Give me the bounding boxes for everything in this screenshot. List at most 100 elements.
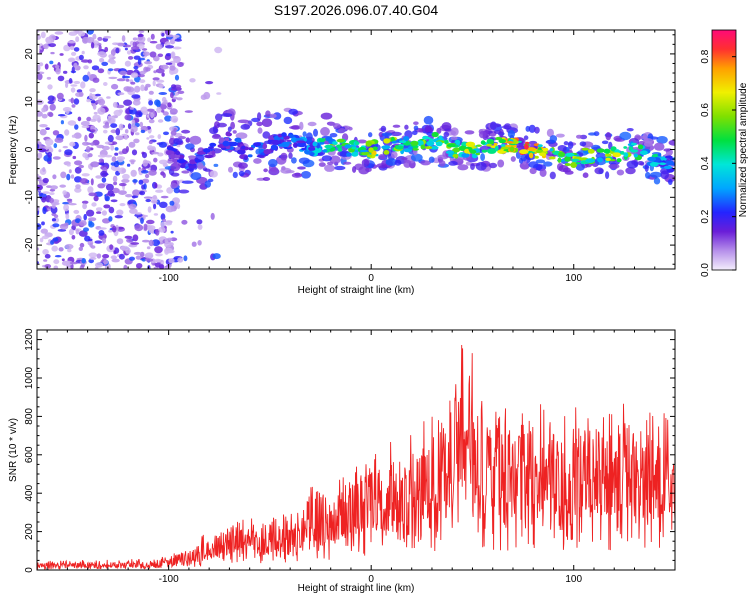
- heatmap-noise-cell: [121, 178, 130, 183]
- heatmap-noise-cell: [83, 227, 89, 232]
- heatmap-noise-cell: [118, 123, 124, 131]
- heatmap-ridge-cell: [597, 157, 603, 163]
- heatmap-noise-cell: [86, 116, 92, 122]
- heatmap-halo-cell: [181, 180, 194, 184]
- heatmap-noise-cell: [39, 62, 44, 67]
- heatmap-ridge-cell: [332, 141, 338, 145]
- heatmap-noise-cell: [155, 68, 165, 74]
- heatmap-noise-cell: [109, 244, 114, 250]
- heatmap-noise-cell: [69, 58, 75, 62]
- heatmap-ridge-cell: [461, 153, 470, 158]
- heatmap-noise-cell: [75, 229, 80, 235]
- heatmap-halo-cell: [579, 141, 587, 147]
- heatmap-noise-cell: [75, 36, 80, 43]
- heatmap-noise-cell: [176, 203, 181, 210]
- heatmap-noise-cell: [174, 74, 180, 81]
- heatmap-noise-cell: [73, 98, 80, 105]
- heatmap-noise-cell: [124, 44, 132, 48]
- heatmap-halo-cell: [443, 131, 450, 138]
- heatmap-noise-cell: [154, 258, 162, 263]
- heatmap-noise-cell: [51, 204, 56, 209]
- heatmap-halo-cell: [347, 126, 353, 131]
- heatmap-noise-cell: [125, 194, 133, 198]
- heatmap-noise-cell: [138, 74, 145, 78]
- heatmap-halo-cell: [437, 154, 449, 160]
- heatmap-noise-cell: [57, 114, 66, 117]
- heatmap-halo-cell: [170, 182, 178, 189]
- heatmap-noise-cell: [68, 78, 73, 84]
- heatmap-noise-cell: [134, 132, 140, 136]
- heatmap-halo-cell: [413, 121, 419, 125]
- heatmap-noise-cell: [108, 68, 114, 72]
- heatmap-noise-cell: [165, 205, 175, 213]
- heatmap-halo-cell: [285, 170, 295, 174]
- heatmap-noise-cell: [49, 197, 54, 204]
- heatmap-noise-cell: [129, 107, 135, 110]
- heatmap-noise-cell: [118, 190, 127, 196]
- heatmap-noise-cell: [97, 154, 107, 158]
- heatmap-noise-cell: [45, 36, 54, 44]
- heatmap-halo-cell: [354, 163, 364, 171]
- heatmap-noise-cell: [71, 235, 76, 240]
- heatmap-noise-cell: [111, 156, 117, 163]
- heatmap-noise-cell: [82, 36, 89, 44]
- heatmap-halo-cell: [173, 138, 183, 145]
- heatmap-noise-cell: [49, 188, 56, 192]
- heatmap-noise-cell: [140, 106, 148, 114]
- figure-title: S197.2026.096.07.40.G04: [274, 2, 438, 18]
- heatmap-noise-cell: [91, 65, 100, 71]
- heatmap-noise-cell: [65, 82, 69, 88]
- heatmap-ridge-cell: [494, 145, 499, 152]
- heatmap-halo-cell: [403, 159, 412, 168]
- heatmap-noise-cell: [148, 169, 157, 176]
- heatmap-noise-cell: [52, 223, 60, 228]
- heatmap-ridge-cell: [565, 163, 571, 167]
- heatmap-noise-cell: [149, 135, 155, 139]
- heatmap-noise-cell: [42, 167, 46, 172]
- heatmap-noise-cell: [90, 178, 94, 186]
- heatmap-noise-cell: [86, 209, 95, 217]
- heatmap-noise-cell: [107, 190, 114, 197]
- heatmap-halo-cell: [567, 141, 574, 149]
- heatmap-noise-cell: [140, 84, 145, 92]
- heatmap-halo-cell: [238, 170, 245, 177]
- heatmap-ridge-cell: [308, 147, 316, 151]
- heatmap-noise-cell: [65, 109, 70, 115]
- heatmap-noise-cell: [54, 31, 64, 35]
- heatmap-noise-cell: [164, 115, 173, 122]
- heatmap-noise-cell: [89, 256, 97, 260]
- heatmap-halo-cell: [528, 161, 539, 169]
- heatmap-noise-cell: [96, 144, 105, 149]
- heatmap-halo-cell: [625, 167, 636, 175]
- heatmap-noise-cell: [130, 160, 135, 165]
- heatmap-ridge-cell: [270, 144, 278, 151]
- heatmap-noise-cell: [152, 80, 156, 87]
- x-tick-label: -100: [159, 273, 179, 284]
- heatmap-ridge-cell: [565, 152, 575, 157]
- heatmap-noise-cell: [42, 177, 49, 184]
- heatmap-noise-cell: [107, 115, 112, 119]
- heatmap-noise-cell: [64, 260, 73, 266]
- heatmap-halo-cell: [546, 128, 555, 138]
- heatmap-noise-cell: [52, 237, 59, 242]
- heatmap-noise-cell: [174, 38, 182, 42]
- heatmap-noise-cell: [95, 207, 103, 212]
- heatmap-noise-cell: [131, 46, 140, 51]
- heatmap-halo-cell: [394, 159, 402, 166]
- heatmap-noise-cell: [42, 249, 49, 255]
- heatmap-halo-cell: [228, 166, 233, 173]
- heatmap-halo-cell: [320, 112, 333, 120]
- heatmap-halo-cell: [268, 159, 278, 168]
- colorbar-tick-label: 0.0: [700, 263, 711, 277]
- heatmap-noise-cell: [119, 182, 127, 187]
- heatmap-ridge-cell: [196, 151, 206, 155]
- heatmap-noise-cell: [131, 94, 141, 99]
- heatmap-noise-cell: [157, 134, 162, 140]
- heatmap-ridge-cell: [262, 143, 268, 150]
- heatmap-noise-cell: [173, 56, 181, 64]
- heatmap-noise-cell: [75, 184, 81, 190]
- heatmap-noise-cell: [126, 50, 132, 55]
- heatmap-ridge-cell: [486, 143, 492, 147]
- heatmap-noise-cell: [144, 173, 150, 179]
- heatmap-noise-cell: [130, 81, 136, 85]
